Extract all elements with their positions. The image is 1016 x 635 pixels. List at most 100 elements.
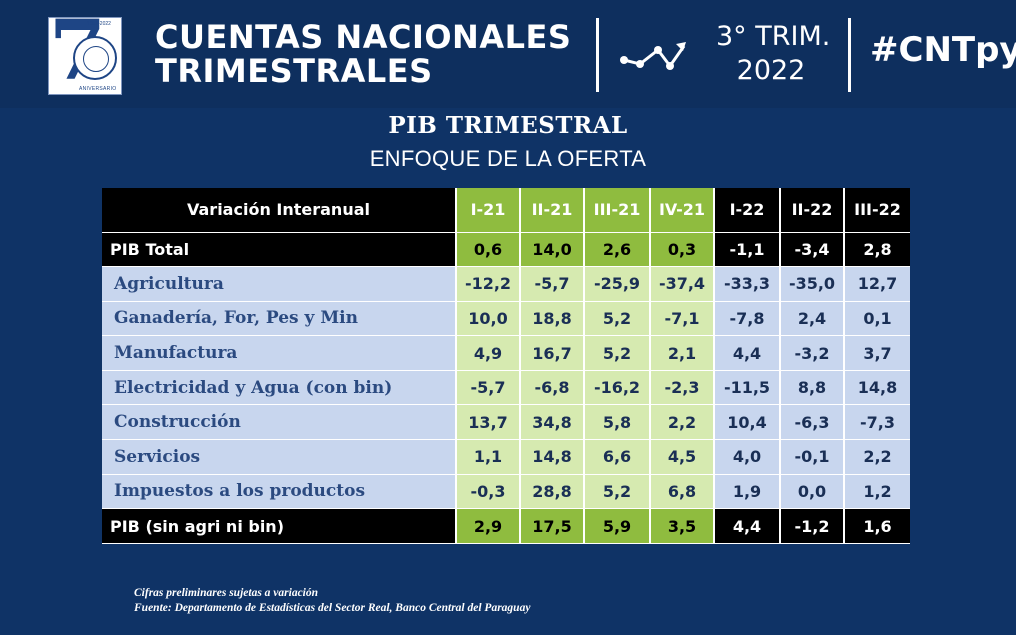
table-header-row: Variación Interanual I-21 II-21 III-21 IV-21… — [102, 188, 910, 233]
value-cell: 2,4 — [780, 301, 845, 337]
value-cell: 13,7 — [456, 404, 521, 441]
value-cell: 18,8 — [520, 301, 585, 337]
value-cell: 34,8 — [520, 404, 585, 441]
gdp-table: Variación Interanual I-21 II-21 III-21 IV-21… — [102, 188, 910, 544]
value-cell: 2,2 — [844, 439, 910, 475]
value-cell: -7,1 — [650, 301, 715, 337]
value-cell: -25,9 — [584, 266, 651, 302]
value-cell: -5,7 — [456, 370, 521, 406]
row-label: Servicios — [102, 439, 457, 475]
value-cell: 0,6 — [456, 232, 521, 268]
value-cell: -35,0 — [780, 266, 845, 302]
total-row: PIB Total 0,6 14,0 2,6 0,3 -1,1 -3,4 2,8 — [102, 232, 910, 268]
column-header: I-21 — [456, 188, 521, 233]
value-cell: 28,8 — [520, 474, 585, 510]
subtotal-row: PIB (sin agri ni bin) 2,9 17,5 5,9 3,5 4,4 -1,… — [102, 508, 910, 544]
period-quarter: 3° TRIM. — [716, 21, 831, 52]
value-cell: -5,7 — [520, 266, 585, 302]
value-cell: -6,3 — [780, 404, 845, 441]
footer-note: Cifras preliminares sujetas a variación — [134, 587, 319, 599]
value-cell: 4,5 — [650, 439, 715, 475]
table-row: Electricidad y Agua (con bin) -5,7 -6,8 -16… — [102, 370, 910, 406]
period-label: 3° TRIM. 2022 — [716, 20, 831, 88]
logo-years: 1952-2022 — [87, 21, 111, 27]
row-label: Electricidad y Agua (con bin) — [102, 370, 457, 406]
value-cell: 6,8 — [650, 474, 715, 510]
table-row: Manufactura 4,9 16,7 5,2 2,1 4,4 -3,2 3,7 — [102, 335, 910, 371]
value-cell: 5,2 — [584, 335, 651, 371]
period-year: 2022 — [736, 55, 806, 86]
value-cell: -11,5 — [714, 370, 781, 406]
header-label: Variación Interanual — [102, 188, 457, 233]
value-cell: -6,8 — [520, 370, 585, 406]
table-row: Ganadería, For, Pes y Min 10,0 18,8 5,2 -7,1… — [102, 301, 910, 337]
value-cell: 14,8 — [844, 370, 910, 406]
value-cell: -37,4 — [650, 266, 715, 302]
value-cell: -7,8 — [714, 301, 781, 337]
value-cell: -2,3 — [650, 370, 715, 406]
value-cell: 5,2 — [584, 301, 651, 337]
header-banner: 7 1952-2022 ANIVERSARIO CUENTAS NACIONAL… — [0, 0, 1016, 108]
column-header: II-22 — [780, 188, 845, 233]
value-cell: 0,1 — [844, 301, 910, 337]
title-line-2: TRIMESTRALES — [155, 52, 433, 90]
table-row: Agricultura -12,2 -5,7 -25,9 -37,4 -33,3 -35,0… — [102, 266, 910, 302]
column-header: II-21 — [520, 188, 585, 233]
row-label: Ganadería, For, Pes y Min — [102, 301, 457, 337]
value-cell: -3,2 — [780, 335, 845, 371]
hashtag: #CNTpy — [870, 30, 1016, 70]
value-cell: -33,3 — [714, 266, 781, 302]
value-cell: 3,5 — [650, 508, 715, 544]
section-title: PIB TRIMESTRAL — [388, 112, 628, 139]
row-label: Manufactura — [102, 335, 457, 371]
table-row: Construcción 13,7 34,8 5,8 2,2 10,4 -6,3 -7,3 — [102, 404, 910, 441]
column-header: IV-21 — [650, 188, 715, 233]
divider — [596, 18, 599, 92]
seal-icon — [73, 36, 117, 80]
column-header: III-22 — [844, 188, 910, 233]
value-cell: 6,6 — [584, 439, 651, 475]
value-cell: 4,0 — [714, 439, 781, 475]
logo-anniversary: ANIVERSARIO — [79, 86, 117, 92]
value-cell: 3,7 — [844, 335, 910, 371]
table-row: Servicios 1,1 14,8 6,6 4,5 4,0 -0,1 2,2 — [102, 439, 910, 475]
row-label: Impuestos a los productos — [102, 474, 457, 510]
value-cell: 1,6 — [844, 508, 910, 544]
value-cell: 10,0 — [456, 301, 521, 337]
table-row: Impuestos a los productos -0,3 28,8 5,2 6,8 1… — [102, 474, 910, 510]
value-cell: 2,8 — [844, 232, 910, 268]
trend-line-icon — [620, 42, 686, 70]
value-cell: -0,1 — [780, 439, 845, 475]
title-line-1: CUENTAS NACIONALES — [155, 18, 572, 56]
value-cell: -1,2 — [780, 508, 845, 544]
value-cell: 16,7 — [520, 335, 585, 371]
value-cell: 17,5 — [520, 508, 585, 544]
section-subtitle: ENFOQUE DE LA OFERTA — [369, 146, 647, 171]
value-cell: 5,8 — [584, 404, 651, 441]
value-cell: 2,2 — [650, 404, 715, 441]
value-cell: -12,2 — [456, 266, 521, 302]
value-cell: 1,1 — [456, 439, 521, 475]
value-cell: 1,2 — [844, 474, 910, 510]
value-cell: 0,3 — [650, 232, 715, 268]
column-header: I-22 — [714, 188, 781, 233]
value-cell: 2,9 — [456, 508, 521, 544]
value-cell: 14,0 — [520, 232, 585, 268]
value-cell: 4,4 — [714, 335, 781, 371]
value-cell: 12,7 — [844, 266, 910, 302]
value-cell: 5,2 — [584, 474, 651, 510]
footer: Cifras preliminares sujetas a variación … — [134, 586, 530, 616]
footer-source: Fuente: Departamento de Estadísticas del… — [134, 602, 531, 614]
value-cell: -7,3 — [844, 404, 910, 441]
value-cell: -16,2 — [584, 370, 651, 406]
column-header: III-21 — [584, 188, 651, 233]
value-cell: 1,9 — [714, 474, 781, 510]
value-cell: -1,1 — [714, 232, 781, 268]
value-cell: 14,8 — [520, 439, 585, 475]
row-label: Construcción — [102, 404, 457, 441]
value-cell: -3,4 — [780, 232, 845, 268]
row-label: PIB (sin agri ni bin) — [102, 508, 457, 544]
value-cell: 2,1 — [650, 335, 715, 371]
row-label: Agricultura — [102, 266, 457, 302]
value-cell: 5,9 — [584, 508, 651, 544]
